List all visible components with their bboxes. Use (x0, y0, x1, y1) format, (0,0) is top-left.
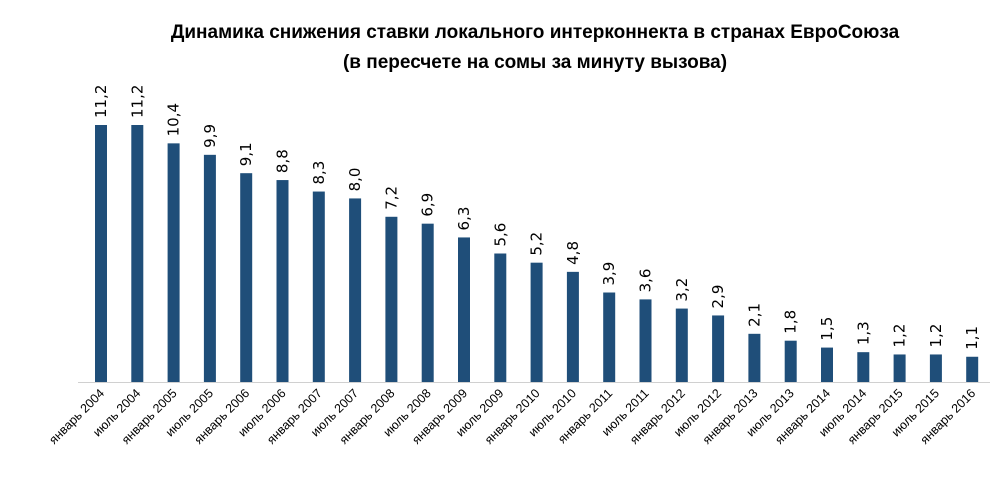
data-label: 1,1 (963, 326, 981, 350)
data-label: 1,3 (854, 321, 872, 345)
bar (857, 352, 870, 382)
bar (203, 154, 216, 382)
bar (893, 354, 906, 382)
data-label: 11,2 (92, 85, 110, 118)
bar (712, 315, 725, 382)
bar (167, 143, 180, 382)
data-label: 8,0 (346, 168, 364, 192)
chart-subtitle: (в пересчете на сомы за минуту вызова) (342, 52, 728, 73)
chart-title: Динамика снижения ставки локального инте… (170, 22, 900, 43)
bar (385, 216, 398, 382)
bar (929, 354, 942, 382)
data-label: 9,9 (201, 124, 219, 148)
data-label: 5,2 (528, 232, 546, 256)
bar (821, 347, 833, 382)
data-label: 1,5 (818, 317, 836, 341)
bar (566, 271, 579, 382)
bar (530, 262, 543, 382)
data-label: 3,9 (600, 262, 618, 286)
data-label: 9,1 (237, 142, 255, 166)
bar (494, 253, 507, 382)
data-label: 8,3 (310, 161, 328, 185)
bar (95, 125, 107, 382)
bar (349, 198, 362, 382)
bar (603, 292, 616, 382)
bar (276, 180, 289, 382)
data-label: 3,2 (673, 278, 691, 302)
bar (748, 333, 761, 382)
data-label: 6,9 (419, 193, 437, 217)
data-label: 7,2 (382, 186, 400, 210)
bar (966, 356, 979, 382)
data-label: 4,8 (564, 241, 582, 265)
chart-title-block: Динамика снижения ставки локального инте… (0, 18, 1000, 78)
bar (639, 299, 652, 382)
bar (675, 308, 688, 382)
bar (131, 125, 144, 382)
data-label: 1,2 (891, 324, 909, 348)
data-label: 2,9 (709, 285, 727, 309)
bar (312, 191, 325, 382)
data-label: 6,3 (455, 207, 473, 231)
data-label: 1,8 (782, 310, 800, 334)
data-label: 8,8 (274, 149, 292, 173)
data-label: 11,2 (128, 85, 146, 118)
data-label: 5,6 (491, 223, 509, 247)
bars-group: 11,2 11,2 10,4 9,9 9,1 8,8 8,3 8,0 7,2 6,9 6,3 5,6 5… (92, 85, 981, 382)
data-label: 1,2 (927, 324, 945, 348)
bar (421, 223, 434, 382)
bar (240, 173, 253, 382)
bar (784, 340, 797, 382)
data-label: 3,6 (637, 269, 655, 293)
bar (458, 237, 470, 382)
data-label: 10,4 (165, 103, 183, 136)
data-label: 2,1 (745, 303, 763, 327)
